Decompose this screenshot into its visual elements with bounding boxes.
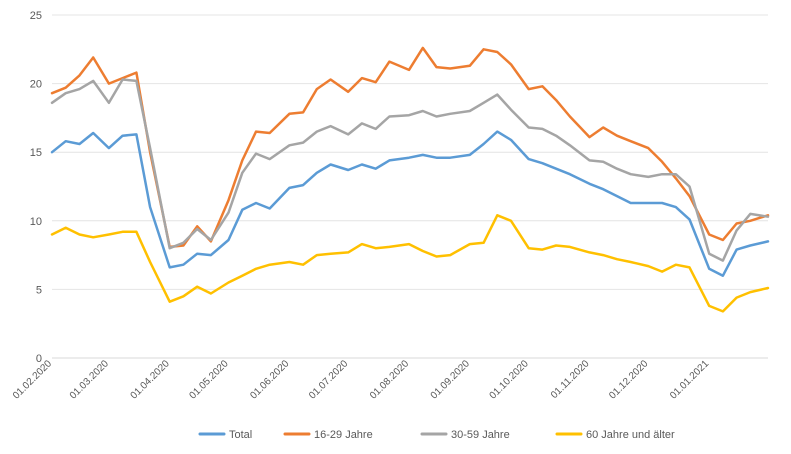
x-tick-label: 01.07.2020: [307, 358, 350, 401]
x-tick-label: 01.04.2020: [129, 358, 172, 401]
x-tick-label: 01.11.2020: [549, 358, 592, 401]
legend-label: Total: [229, 429, 252, 441]
x-tick-label: 01.01.2021: [668, 358, 711, 401]
x-tick-label: 01.10.2020: [488, 358, 531, 401]
series-line-30-59-jahre: [50, 78, 770, 262]
x-tick-label: 01.02.2020: [11, 358, 54, 401]
x-tick-label: 01.12.2020: [607, 358, 650, 401]
y-tick-label: 0: [36, 353, 42, 365]
legend: Total 16-29 Jahre 30-59 Jahre 60 Jahre und …: [198, 429, 675, 441]
legend-label: 16-29 Jahre: [314, 429, 373, 441]
series-lines: [50, 46, 770, 313]
x-axis: 01.02.2020 01.03.2020 01.04.2020 01.05.2020…: [11, 358, 712, 401]
y-tick-label: 10: [30, 216, 42, 228]
x-tick-label: 01.05.2020: [187, 358, 230, 401]
x-tick-label: 01.08.2020: [368, 358, 411, 401]
gridlines: [52, 14, 768, 359]
series-line-total: [50, 130, 770, 277]
x-tick-label: 01.09.2020: [429, 358, 472, 401]
y-tick-label: 20: [30, 79, 42, 91]
y-tick-label: 5: [36, 284, 42, 296]
y-tick-label: 15: [30, 147, 42, 159]
x-tick-label: 01.03.2020: [68, 358, 111, 401]
series-line-60-jahre-und-lter: [50, 214, 770, 313]
x-tick-label: 01.06.2020: [248, 358, 291, 401]
y-axis: 0 5 10 15 20 25: [30, 10, 42, 365]
y-tick-label: 25: [30, 10, 42, 22]
legend-label: 30-59 Jahre: [451, 429, 510, 441]
legend-label: 60 Jahre und älter: [586, 429, 675, 441]
series-line-16-29-jahre: [50, 46, 770, 249]
